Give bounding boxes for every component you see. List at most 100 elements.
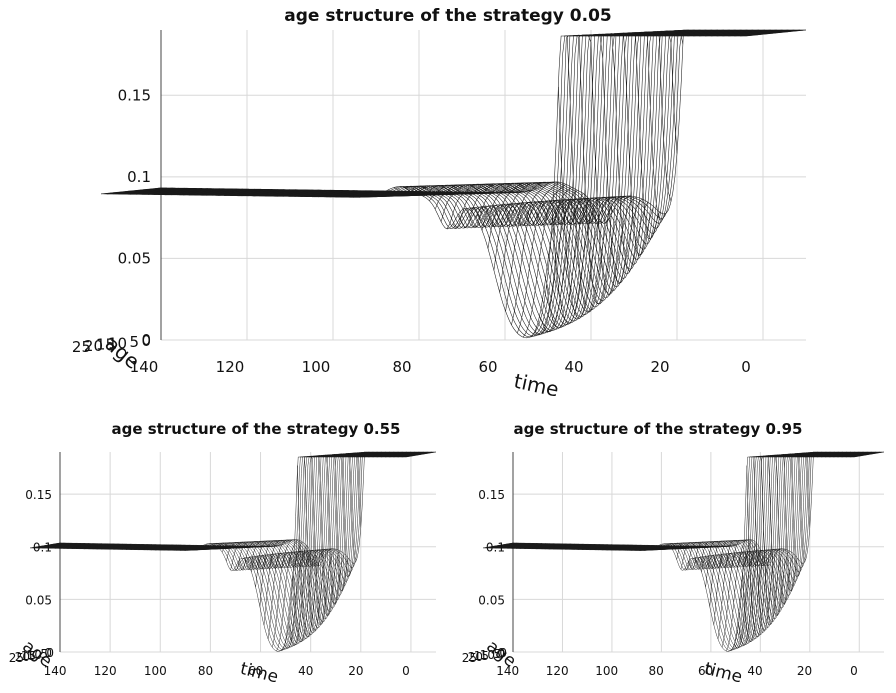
time-line bbox=[734, 29, 795, 37]
time-line bbox=[405, 451, 437, 458]
time-line bbox=[493, 181, 554, 271]
z-tick-label: 0.1 bbox=[486, 541, 505, 555]
time-line bbox=[552, 196, 613, 324]
time-line bbox=[573, 544, 604, 550]
time-line bbox=[405, 186, 466, 196]
time-line bbox=[599, 32, 660, 241]
time-line bbox=[335, 190, 396, 198]
time-line bbox=[212, 189, 273, 196]
time-line bbox=[495, 542, 526, 549]
time-line bbox=[487, 542, 518, 549]
time-line bbox=[602, 544, 633, 551]
time-line bbox=[241, 189, 302, 197]
chart-title: age structure of the strategy 0.95 bbox=[513, 420, 803, 438]
time-line bbox=[730, 549, 761, 651]
y-tick-label: 15 bbox=[474, 649, 489, 663]
x-tick-label: 120 bbox=[546, 664, 569, 678]
time-line bbox=[394, 187, 455, 196]
x-tick-label: 0 bbox=[402, 664, 410, 678]
age-line bbox=[52, 453, 429, 601]
age-line bbox=[32, 456, 409, 650]
time-line bbox=[347, 190, 408, 198]
y-tick-label: 0 bbox=[499, 646, 507, 660]
y-tick-label: 5 bbox=[129, 333, 139, 351]
age-line bbox=[59, 451, 436, 568]
time-line bbox=[728, 29, 789, 37]
surface-plot-strategy-0.55: age structure of the strategy 0.55 0 0.05… bbox=[0, 410, 448, 693]
time-line bbox=[628, 29, 689, 37]
time-line bbox=[134, 544, 165, 550]
time-line bbox=[180, 545, 211, 551]
time-line bbox=[618, 545, 650, 551]
time-line bbox=[701, 540, 732, 572]
time-line bbox=[126, 544, 157, 550]
age-line bbox=[56, 452, 433, 582]
time-line bbox=[845, 451, 876, 458]
time-line bbox=[206, 189, 267, 196]
time-line bbox=[660, 544, 691, 550]
x-tick-label: 100 bbox=[302, 358, 331, 376]
time-line bbox=[825, 451, 856, 458]
time-line bbox=[88, 543, 119, 550]
time-line bbox=[63, 543, 94, 549]
z-tick-label: 0.05 bbox=[25, 593, 52, 607]
chart-title: age structure of the strategy 0.05 bbox=[284, 6, 612, 26]
x-tick-label: 60 bbox=[248, 664, 263, 678]
time-line bbox=[353, 191, 414, 198]
time-line bbox=[71, 543, 102, 549]
age-line bbox=[488, 455, 860, 647]
time-line bbox=[380, 451, 411, 458]
time-line bbox=[147, 188, 208, 195]
time-line bbox=[557, 543, 588, 550]
time-line bbox=[820, 451, 852, 458]
time-line bbox=[721, 539, 753, 648]
time-line bbox=[259, 539, 290, 607]
age-line bbox=[131, 32, 776, 305]
time-line bbox=[833, 451, 864, 458]
x-tick-label: 100 bbox=[595, 664, 618, 678]
age-line bbox=[489, 455, 861, 645]
x-tick-label: 120 bbox=[216, 358, 245, 376]
time-line bbox=[155, 544, 186, 551]
time-line bbox=[651, 545, 683, 551]
time-line bbox=[112, 187, 173, 195]
time-line bbox=[476, 182, 537, 228]
time-line bbox=[725, 542, 757, 652]
age-line bbox=[500, 453, 872, 620]
time-line bbox=[635, 545, 666, 551]
time-line bbox=[92, 543, 123, 550]
time-line bbox=[330, 452, 362, 528]
time-line bbox=[235, 189, 296, 196]
time-line bbox=[631, 545, 662, 551]
time-line bbox=[553, 543, 584, 550]
time-line bbox=[429, 184, 490, 201]
x-tick-label: 40 bbox=[564, 358, 583, 376]
time-line bbox=[385, 451, 416, 458]
time-line bbox=[243, 540, 274, 571]
time-line bbox=[326, 453, 357, 560]
age-line bbox=[50, 453, 427, 609]
time-line bbox=[745, 29, 807, 37]
y-tick-label: 20 bbox=[84, 337, 103, 355]
time-line bbox=[177, 188, 238, 196]
time-line bbox=[611, 31, 672, 202]
x-tick-label: 100 bbox=[144, 664, 167, 678]
time-line bbox=[314, 454, 345, 606]
age-line bbox=[119, 33, 764, 324]
time-line bbox=[657, 29, 719, 37]
time-line bbox=[270, 189, 332, 197]
time-line bbox=[841, 451, 872, 458]
surface-wireframe bbox=[100, 29, 807, 339]
time-line bbox=[536, 543, 567, 550]
time-line bbox=[804, 451, 835, 458]
time-line bbox=[771, 453, 802, 577]
y-tick-label: 0 bbox=[46, 646, 54, 660]
time-line bbox=[370, 191, 431, 198]
surface-plot-strategy-0.95: age structure of the strategy 0.95 0 0.05… bbox=[448, 410, 896, 693]
age-line bbox=[113, 34, 758, 330]
time-line bbox=[487, 182, 549, 249]
age-line bbox=[44, 454, 421, 628]
time-line bbox=[300, 190, 361, 197]
time-line bbox=[322, 453, 353, 577]
